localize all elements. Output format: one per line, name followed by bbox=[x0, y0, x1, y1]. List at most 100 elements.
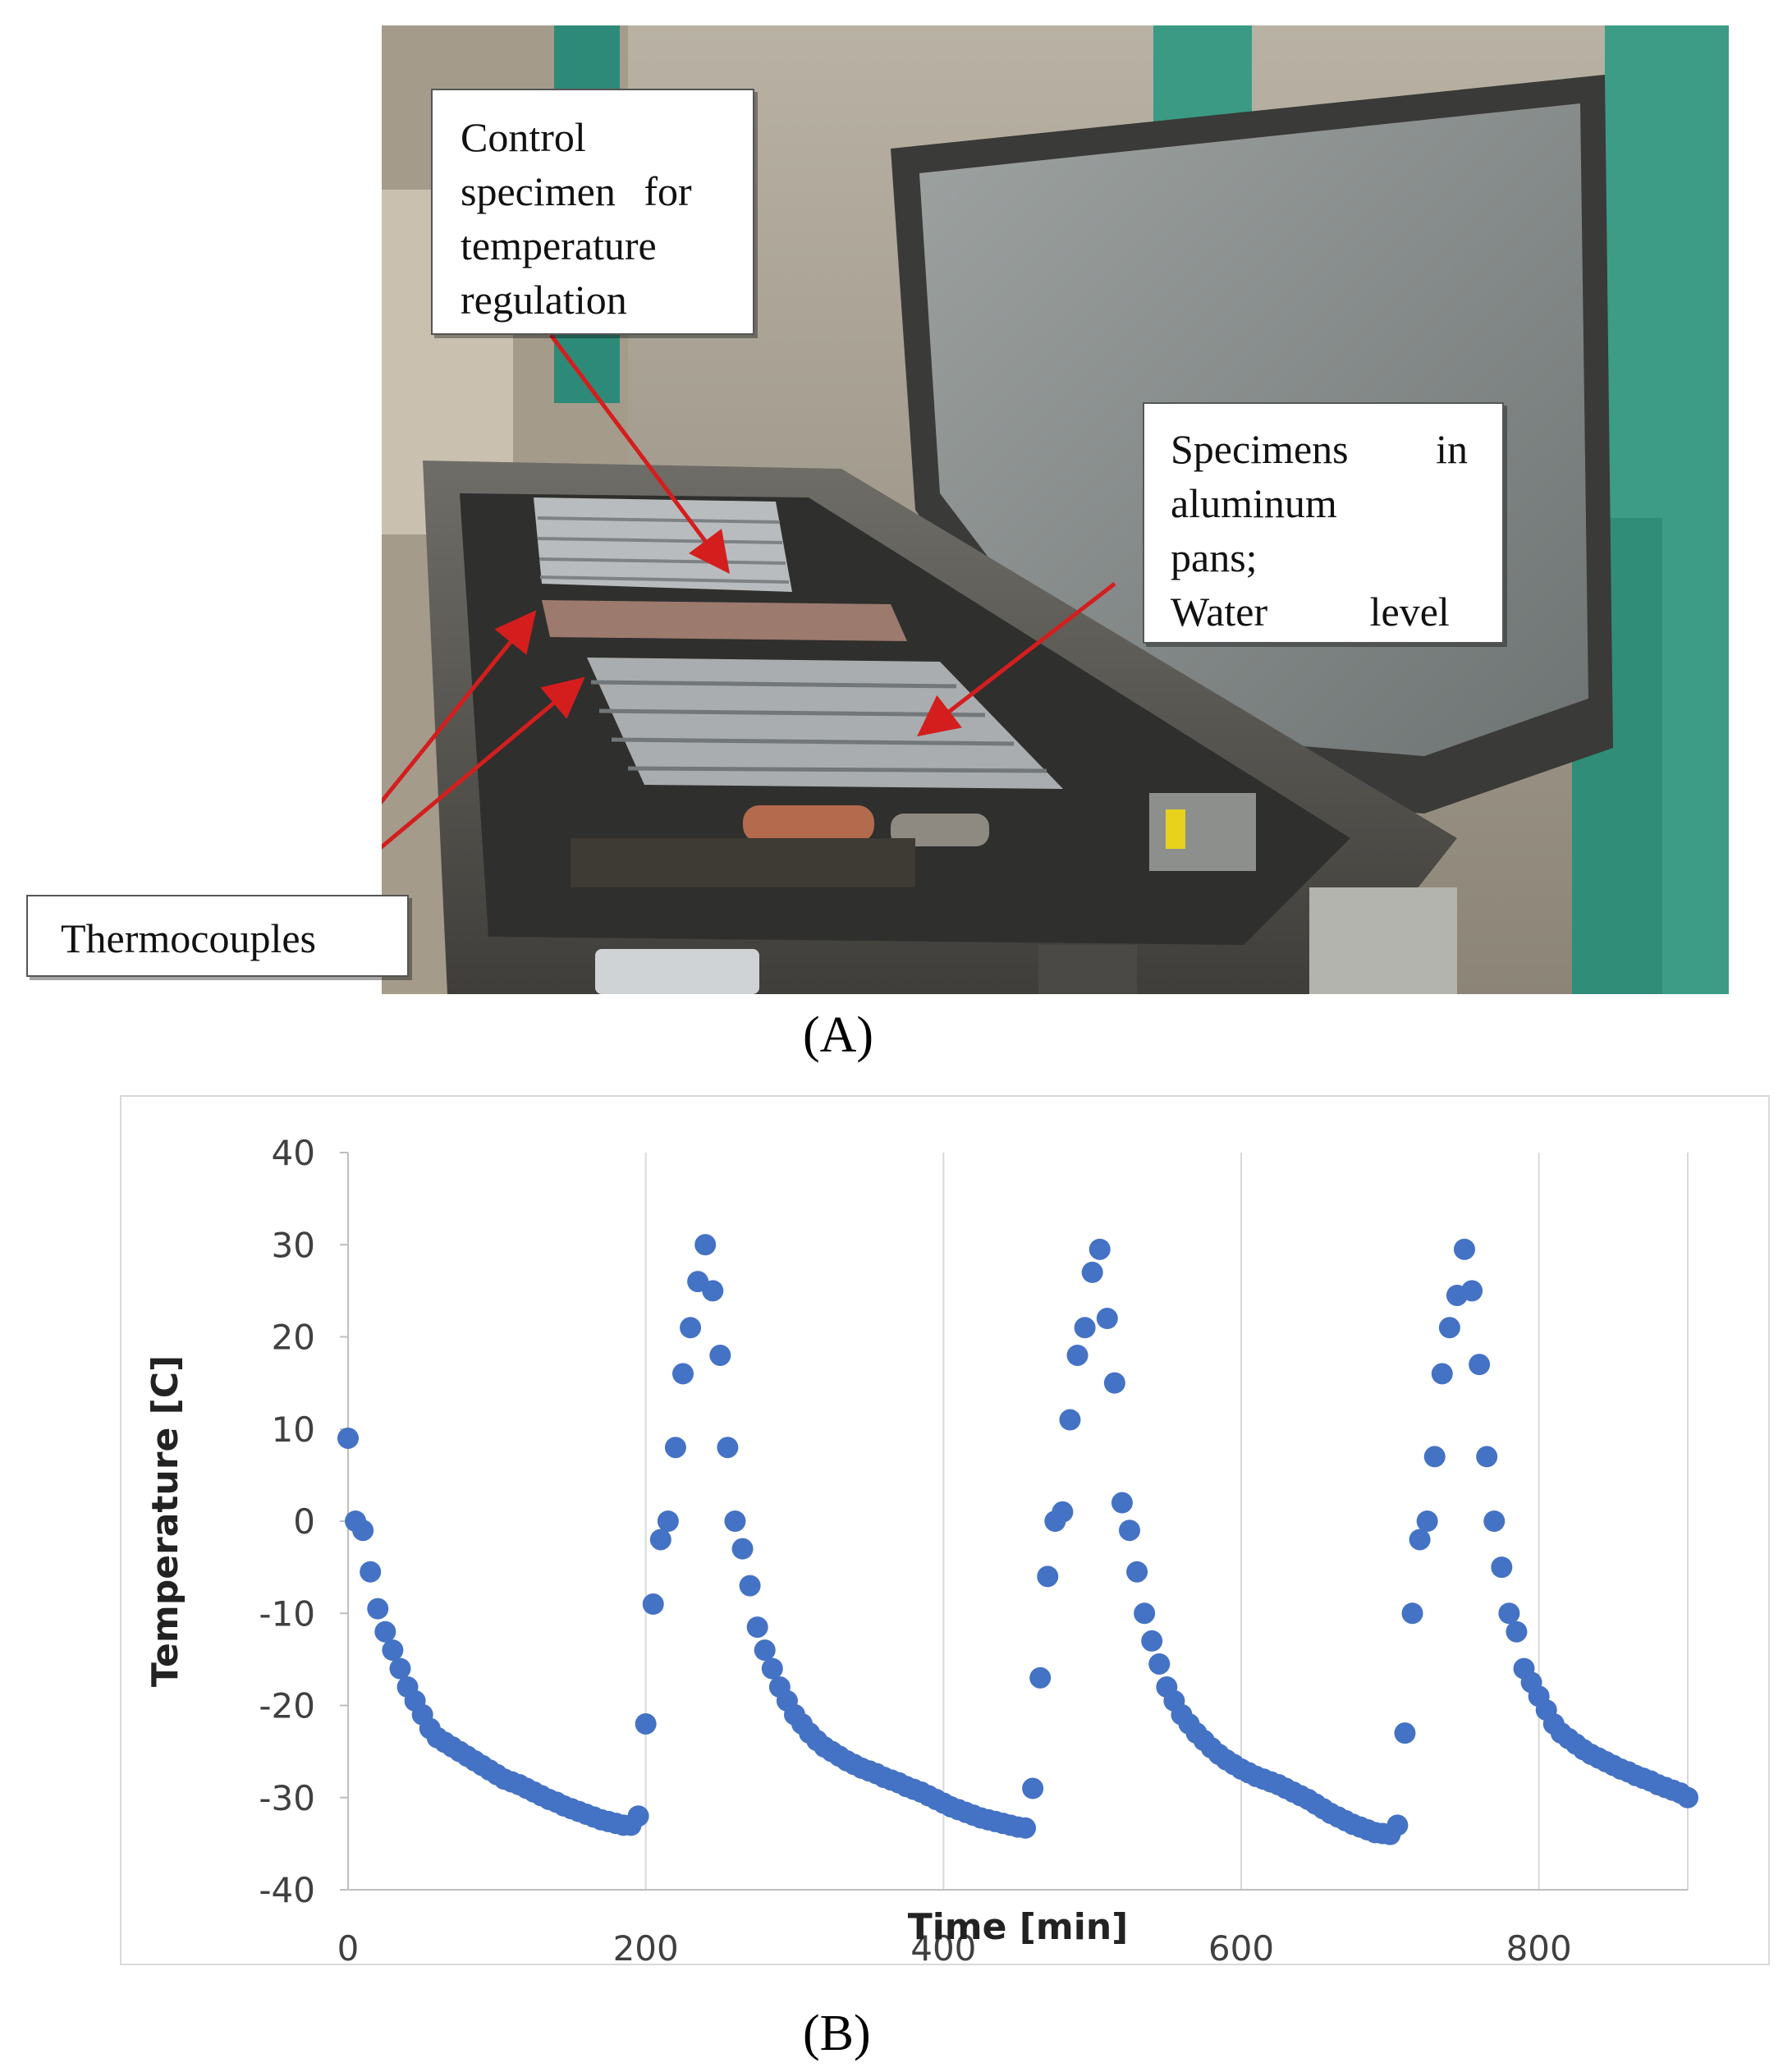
data-point bbox=[709, 1344, 731, 1366]
data-point bbox=[367, 1598, 389, 1620]
x-tick-label: 400 bbox=[910, 1928, 976, 1967]
data-point bbox=[337, 1427, 359, 1449]
callout-control-line-1: Control bbox=[461, 114, 586, 160]
data-point bbox=[642, 1593, 664, 1616]
panel-b-label: (B) bbox=[803, 2006, 871, 2061]
data-point bbox=[360, 1561, 382, 1583]
data-point bbox=[1059, 1409, 1081, 1431]
data-point bbox=[1029, 1666, 1052, 1689]
data-point bbox=[374, 1620, 396, 1643]
data-point bbox=[1022, 1777, 1044, 1799]
data-point bbox=[1015, 1817, 1037, 1839]
data-point bbox=[724, 1510, 746, 1532]
data-point bbox=[1454, 1238, 1475, 1260]
data-point bbox=[664, 1437, 686, 1459]
data-point bbox=[1148, 1653, 1171, 1675]
data-point bbox=[1476, 1446, 1498, 1468]
data-point bbox=[1677, 1786, 1698, 1808]
x-tick-label: 200 bbox=[613, 1928, 679, 1967]
callout-arrows bbox=[382, 333, 1116, 850]
data-point bbox=[1483, 1510, 1506, 1532]
data-point bbox=[1469, 1354, 1491, 1376]
data-point bbox=[1141, 1630, 1163, 1652]
y-tick-label: 0 bbox=[293, 1501, 315, 1542]
data-point bbox=[761, 1657, 783, 1680]
data-point bbox=[627, 1805, 649, 1827]
data-point bbox=[717, 1437, 739, 1459]
data-point bbox=[702, 1280, 724, 1302]
x-tick-label: 0 bbox=[337, 1928, 360, 1967]
data-point bbox=[1506, 1620, 1528, 1643]
data-point bbox=[694, 1234, 717, 1256]
data-point bbox=[1491, 1556, 1513, 1579]
data-point bbox=[754, 1639, 776, 1662]
arrow-specimens bbox=[917, 582, 1116, 737]
y-tick-label: 30 bbox=[272, 1225, 315, 1265]
data-point bbox=[1066, 1344, 1088, 1366]
arrow-control bbox=[548, 333, 730, 575]
data-point bbox=[1409, 1529, 1431, 1551]
data-point bbox=[731, 1538, 754, 1560]
callout-thermocouples: Thermocouples bbox=[26, 895, 409, 977]
data-point bbox=[1052, 1501, 1074, 1523]
data-point bbox=[1386, 1814, 1409, 1836]
y-tick-label: 10 bbox=[272, 1410, 315, 1450]
callout-specimens: Specimens in aluminum pans; Water level bbox=[1143, 402, 1504, 644]
data-point bbox=[1431, 1363, 1453, 1385]
data-point bbox=[1103, 1372, 1125, 1394]
callout-specimens-line-4: Water level bbox=[1171, 589, 1450, 635]
x-tick-label: 800 bbox=[1506, 1928, 1572, 1967]
y-axis-title: Temperature [C] bbox=[144, 1355, 186, 1687]
y-tick-label: -20 bbox=[259, 1686, 315, 1726]
callout-specimens-line-1: Specimens in bbox=[1171, 426, 1469, 472]
data-point bbox=[1438, 1317, 1460, 1339]
data-point bbox=[382, 1639, 404, 1662]
data-point bbox=[389, 1657, 411, 1680]
temperature-chart: 40 30 20 10 0 -10 -20 -30 -40 0 200 400 600 800 Time… bbox=[120, 1095, 1770, 1967]
callout-specimens-line-3: pans; bbox=[1171, 534, 1258, 580]
callout-control-specimen: Control specimen for temperature regulat… bbox=[431, 89, 754, 335]
data-point bbox=[1134, 1602, 1156, 1625]
callout-control-line-3: temperature bbox=[461, 222, 657, 268]
data-point bbox=[672, 1363, 694, 1385]
data-point bbox=[1423, 1446, 1446, 1468]
data-point bbox=[1088, 1238, 1111, 1260]
data-point bbox=[1096, 1308, 1118, 1330]
data-point bbox=[1119, 1520, 1140, 1542]
x-axis-title: Time [min] bbox=[908, 1906, 1129, 1948]
data-point bbox=[1074, 1317, 1096, 1339]
data-point bbox=[1111, 1492, 1133, 1514]
y-tick-label: -40 bbox=[259, 1870, 315, 1910]
y-tick-labels: 40 30 20 10 0 -10 -20 -30 -40 bbox=[259, 1133, 315, 1910]
data-point bbox=[1498, 1602, 1520, 1625]
x-tick-labels: 0 200 400 600 800 bbox=[337, 1928, 1572, 1967]
data-points bbox=[337, 1234, 1698, 1845]
data-point bbox=[1037, 1565, 1059, 1588]
data-point bbox=[352, 1520, 374, 1542]
data-point bbox=[657, 1510, 679, 1532]
y-tick-label: -30 bbox=[259, 1778, 315, 1818]
panel-a-label: (A) bbox=[803, 1007, 874, 1063]
x-tick-label: 600 bbox=[1208, 1928, 1274, 1967]
data-point bbox=[1416, 1510, 1438, 1532]
callout-specimens-line-2: aluminum bbox=[1171, 480, 1337, 526]
data-point bbox=[1401, 1602, 1423, 1625]
data-point bbox=[739, 1575, 761, 1597]
y-tick-label: -10 bbox=[259, 1593, 315, 1634]
callout-control-line-2: specimen for bbox=[461, 168, 692, 214]
arrow-thermo-2 bbox=[382, 676, 585, 850]
data-point bbox=[680, 1317, 702, 1339]
data-point bbox=[746, 1616, 768, 1639]
arrow-thermo-1 bbox=[382, 610, 537, 805]
y-tick-label: 40 bbox=[272, 1133, 315, 1173]
data-point bbox=[1461, 1280, 1483, 1302]
data-point bbox=[635, 1712, 657, 1735]
y-tick-label: 20 bbox=[272, 1318, 315, 1358]
temperature-chart-svg: 40 30 20 10 0 -10 -20 -30 -40 0 200 400 600 800 Time… bbox=[144, 1133, 1698, 1967]
callout-thermocouples-text: Thermocouples bbox=[61, 915, 317, 961]
data-point bbox=[1126, 1561, 1148, 1583]
callout-control-line-4: regulation bbox=[461, 277, 627, 323]
data-point bbox=[1081, 1261, 1103, 1283]
data-point bbox=[649, 1529, 671, 1551]
data-point bbox=[1394, 1722, 1416, 1744]
